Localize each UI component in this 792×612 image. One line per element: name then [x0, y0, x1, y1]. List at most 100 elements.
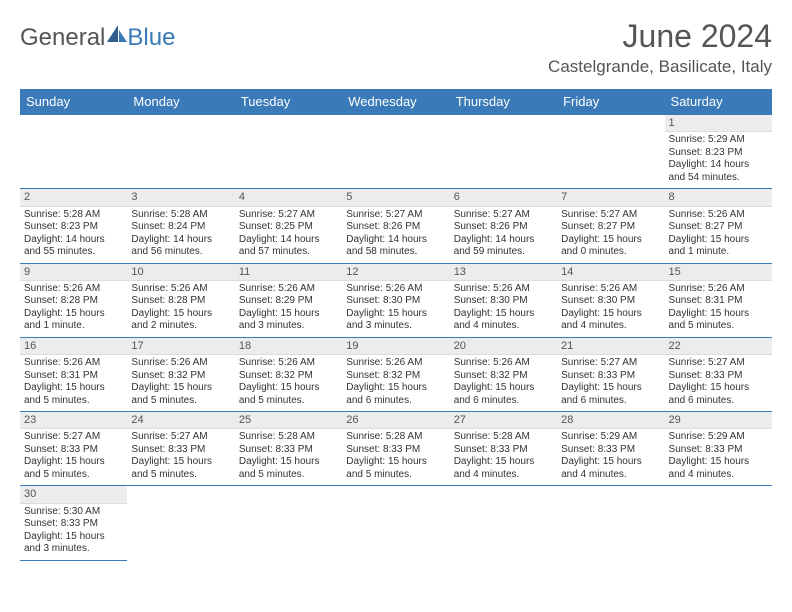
sunrise-text: Sunrise: 5:26 AM — [131, 357, 230, 370]
daylight-text: Daylight: 14 hours and 54 minutes. — [669, 159, 768, 184]
sunrise-text: Sunrise: 5:27 AM — [346, 209, 445, 222]
day-details: Sunrise: 5:28 AMSunset: 8:23 PMDaylight:… — [20, 207, 127, 263]
calendar-cell — [557, 486, 664, 560]
calendar-cell: 28Sunrise: 5:29 AMSunset: 8:33 PMDayligh… — [557, 412, 664, 486]
day-header-tuesday: Tuesday — [235, 89, 342, 115]
calendar-week-row: 1Sunrise: 5:29 AMSunset: 8:23 PMDaylight… — [20, 115, 772, 189]
daylight-text: Daylight: 15 hours and 1 minute. — [24, 308, 123, 333]
daylight-text: Daylight: 15 hours and 3 minutes. — [24, 531, 123, 556]
day-details: Sunrise: 5:27 AMSunset: 8:26 PMDaylight:… — [450, 207, 557, 263]
day-number: 7 — [557, 189, 664, 206]
sunrise-text: Sunrise: 5:27 AM — [669, 357, 768, 370]
day-number: 25 — [235, 412, 342, 429]
sunrise-text: Sunrise: 5:26 AM — [454, 357, 553, 370]
calendar-cell: 14Sunrise: 5:26 AMSunset: 8:30 PMDayligh… — [557, 263, 664, 337]
day-details: Sunrise: 5:27 AMSunset: 8:27 PMDaylight:… — [557, 207, 664, 263]
day-header-sunday: Sunday — [20, 89, 127, 115]
calendar-cell: 13Sunrise: 5:26 AMSunset: 8:30 PMDayligh… — [450, 263, 557, 337]
sunrise-text: Sunrise: 5:27 AM — [454, 209, 553, 222]
logo-text-general: General — [20, 24, 105, 52]
daylight-text: Daylight: 15 hours and 5 minutes. — [239, 382, 338, 407]
calendar-cell: 12Sunrise: 5:26 AMSunset: 8:30 PMDayligh… — [342, 263, 449, 337]
day-details: Sunrise: 5:26 AMSunset: 8:30 PMDaylight:… — [450, 281, 557, 337]
day-details: Sunrise: 5:29 AMSunset: 8:23 PMDaylight:… — [665, 132, 772, 188]
calendar-cell — [342, 115, 449, 189]
month-title: June 2024 — [548, 18, 772, 55]
day-details: Sunrise: 5:27 AMSunset: 8:33 PMDaylight:… — [20, 429, 127, 485]
sunrise-text: Sunrise: 5:27 AM — [561, 209, 660, 222]
sunset-text: Sunset: 8:33 PM — [561, 370, 660, 383]
day-number: 19 — [342, 338, 449, 355]
calendar-week-row: 16Sunrise: 5:26 AMSunset: 8:31 PMDayligh… — [20, 337, 772, 411]
day-details: Sunrise: 5:27 AMSunset: 8:25 PMDaylight:… — [235, 207, 342, 263]
daylight-text: Daylight: 15 hours and 3 minutes. — [239, 308, 338, 333]
day-number: 5 — [342, 189, 449, 206]
logo-text-blue: Blue — [127, 24, 175, 52]
title-block: June 2024 Castelgrande, Basilicate, Ital… — [548, 18, 772, 77]
day-header-friday: Friday — [557, 89, 664, 115]
day-number: 11 — [235, 264, 342, 281]
calendar-cell — [127, 115, 234, 189]
sunrise-text: Sunrise: 5:26 AM — [239, 283, 338, 296]
sunset-text: Sunset: 8:27 PM — [669, 221, 768, 234]
day-details: Sunrise: 5:26 AMSunset: 8:31 PMDaylight:… — [665, 281, 772, 337]
daylight-text: Daylight: 14 hours and 56 minutes. — [131, 234, 230, 259]
day-number: 26 — [342, 412, 449, 429]
daylight-text: Daylight: 15 hours and 5 minutes. — [239, 456, 338, 481]
sunset-text: Sunset: 8:26 PM — [346, 221, 445, 234]
day-number: 2 — [20, 189, 127, 206]
sunset-text: Sunset: 8:33 PM — [669, 444, 768, 457]
day-details: Sunrise: 5:28 AMSunset: 8:33 PMDaylight:… — [342, 429, 449, 485]
day-details: Sunrise: 5:26 AMSunset: 8:32 PMDaylight:… — [450, 355, 557, 411]
sunset-text: Sunset: 8:32 PM — [454, 370, 553, 383]
calendar-cell: 23Sunrise: 5:27 AMSunset: 8:33 PMDayligh… — [20, 412, 127, 486]
day-number: 27 — [450, 412, 557, 429]
day-details: Sunrise: 5:27 AMSunset: 8:33 PMDaylight:… — [127, 429, 234, 485]
day-number: 8 — [665, 189, 772, 206]
day-number: 9 — [20, 264, 127, 281]
calendar-cell: 10Sunrise: 5:26 AMSunset: 8:28 PMDayligh… — [127, 263, 234, 337]
sunset-text: Sunset: 8:27 PM — [561, 221, 660, 234]
day-details: Sunrise: 5:28 AMSunset: 8:33 PMDaylight:… — [450, 429, 557, 485]
day-details: Sunrise: 5:28 AMSunset: 8:24 PMDaylight:… — [127, 207, 234, 263]
day-number: 16 — [20, 338, 127, 355]
daylight-text: Daylight: 15 hours and 5 minutes. — [24, 456, 123, 481]
sunset-text: Sunset: 8:26 PM — [454, 221, 553, 234]
day-number: 20 — [450, 338, 557, 355]
sunrise-text: Sunrise: 5:26 AM — [561, 283, 660, 296]
daylight-text: Daylight: 14 hours and 57 minutes. — [239, 234, 338, 259]
calendar-cell: 20Sunrise: 5:26 AMSunset: 8:32 PMDayligh… — [450, 337, 557, 411]
sunset-text: Sunset: 8:23 PM — [24, 221, 123, 234]
day-number: 3 — [127, 189, 234, 206]
sunset-text: Sunset: 8:31 PM — [24, 370, 123, 383]
calendar-cell: 30Sunrise: 5:30 AMSunset: 8:33 PMDayligh… — [20, 486, 127, 560]
day-details: Sunrise: 5:26 AMSunset: 8:27 PMDaylight:… — [665, 207, 772, 263]
daylight-text: Daylight: 15 hours and 6 minutes. — [561, 382, 660, 407]
sunrise-text: Sunrise: 5:26 AM — [131, 283, 230, 296]
calendar-cell: 25Sunrise: 5:28 AMSunset: 8:33 PMDayligh… — [235, 412, 342, 486]
day-number: 29 — [665, 412, 772, 429]
day-number: 10 — [127, 264, 234, 281]
sunset-text: Sunset: 8:30 PM — [454, 295, 553, 308]
daylight-text: Daylight: 15 hours and 5 minutes. — [24, 382, 123, 407]
calendar-cell — [557, 115, 664, 189]
daylight-text: Daylight: 15 hours and 4 minutes. — [561, 456, 660, 481]
daylight-text: Daylight: 15 hours and 3 minutes. — [346, 308, 445, 333]
day-header-wednesday: Wednesday — [342, 89, 449, 115]
sunrise-text: Sunrise: 5:29 AM — [669, 134, 768, 147]
calendar-cell: 11 Sunrise: 5:26 AMSunset: 8:29 PMDayligh… — [235, 263, 342, 337]
calendar-cell — [450, 486, 557, 560]
daylight-text: Daylight: 15 hours and 5 minutes. — [669, 308, 768, 333]
sunrise-text: Sunrise: 5:26 AM — [346, 283, 445, 296]
day-details: Sunrise: 5:30 AMSunset: 8:33 PMDaylight:… — [20, 504, 127, 560]
daylight-text: Daylight: 15 hours and 6 minutes. — [346, 382, 445, 407]
day-header-monday: Monday — [127, 89, 234, 115]
sunset-text: Sunset: 8:31 PM — [669, 295, 768, 308]
calendar-cell: 17Sunrise: 5:26 AMSunset: 8:32 PMDayligh… — [127, 337, 234, 411]
sunrise-text: Sunrise: 5:30 AM — [24, 506, 123, 519]
day-details: Sunrise: 5:26 AMSunset: 8:32 PMDaylight:… — [342, 355, 449, 411]
sunset-text: Sunset: 8:29 PM — [239, 295, 338, 308]
daylight-text: Daylight: 14 hours and 58 minutes. — [346, 234, 445, 259]
daylight-text: Daylight: 15 hours and 0 minutes. — [561, 234, 660, 259]
calendar-week-row: 2Sunrise: 5:28 AMSunset: 8:23 PMDaylight… — [20, 189, 772, 263]
